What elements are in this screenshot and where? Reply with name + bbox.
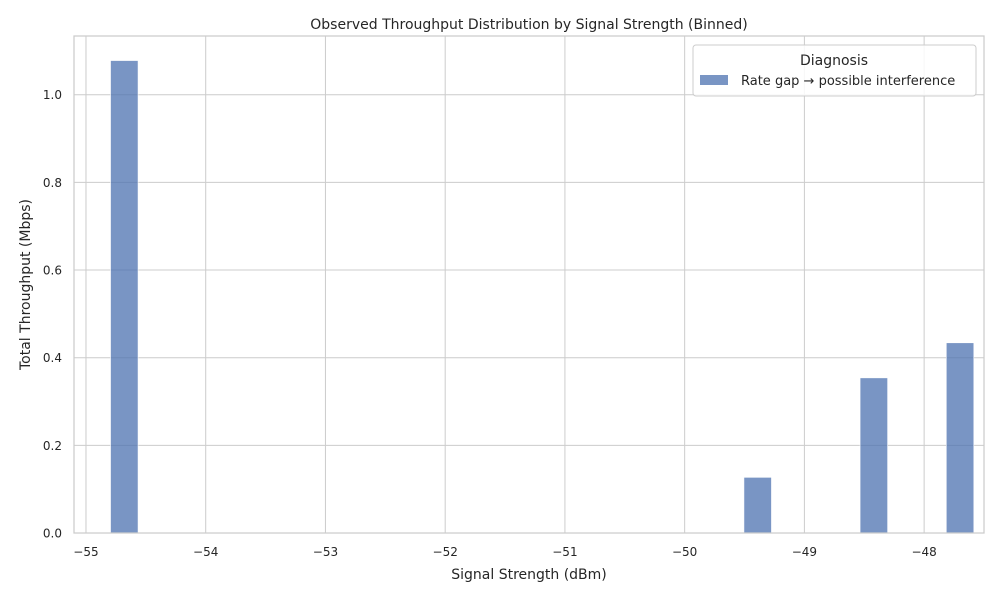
bar bbox=[110, 60, 139, 534]
legend-swatch bbox=[700, 75, 728, 85]
x-tick-label: −52 bbox=[433, 545, 458, 559]
x-axis-label: Signal Strength (dBm) bbox=[451, 567, 607, 583]
bar bbox=[945, 342, 975, 534]
legend-title: Diagnosis bbox=[800, 53, 868, 69]
x-tick-labels: −55 −54 −53 −52 −51 −50 −49 −48 bbox=[73, 545, 936, 559]
x-tick-label: −48 bbox=[911, 545, 936, 559]
y-tick-label: 1.0 bbox=[43, 88, 62, 102]
x-tick-label: −55 bbox=[73, 545, 98, 559]
x-tick-label: −54 bbox=[193, 545, 218, 559]
bars bbox=[110, 60, 975, 534]
y-axis-label: Total Throughput (Mbps) bbox=[18, 199, 34, 371]
y-tick-label: 0.2 bbox=[43, 439, 62, 453]
legend-box bbox=[692, 44, 977, 97]
y-tick-label: 0.8 bbox=[43, 176, 62, 190]
plot-frame bbox=[73, 35, 985, 534]
legend-entry-label: Rate gap → possible interference bbox=[741, 74, 955, 89]
y-tick-labels: 0.0 0.2 0.4 0.6 0.8 1.0 bbox=[43, 88, 62, 540]
y-tick-label: 0.4 bbox=[43, 351, 62, 365]
x-tick-label: −53 bbox=[313, 545, 338, 559]
y-tick-label: 0.0 bbox=[43, 527, 62, 541]
legend: Diagnosis Rate gap → possible interferen… bbox=[692, 44, 977, 97]
x-tick-label: −51 bbox=[552, 545, 577, 559]
chart-title: Observed Throughput Distribution by Sign… bbox=[310, 17, 747, 33]
x-tick-label: −49 bbox=[792, 545, 817, 559]
bar bbox=[859, 377, 888, 534]
x-tick-label: −50 bbox=[672, 545, 697, 559]
bar bbox=[743, 477, 772, 534]
y-tick-label: 0.6 bbox=[43, 264, 62, 278]
